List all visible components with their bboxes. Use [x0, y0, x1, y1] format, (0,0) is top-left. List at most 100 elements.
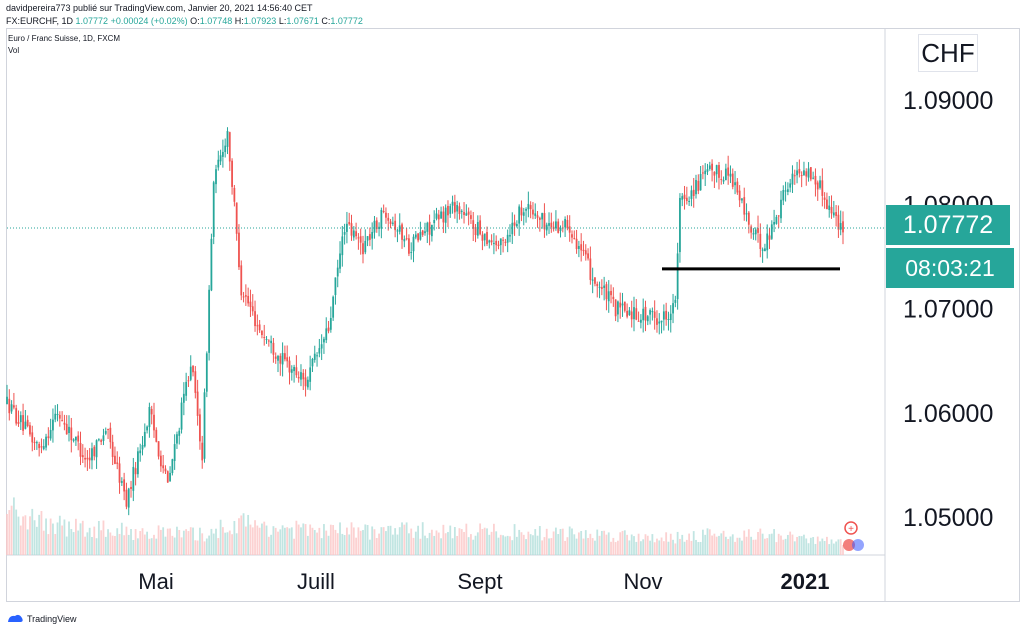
volume-bar — [580, 530, 583, 555]
volume-bar — [835, 541, 838, 555]
volume-bar — [311, 527, 314, 555]
candle-body — [408, 238, 410, 254]
volume-bar — [750, 536, 753, 555]
candle-body — [29, 425, 31, 435]
candle-body — [364, 240, 367, 253]
candle-body — [605, 284, 608, 300]
volume-bar — [107, 529, 109, 555]
volume-bar — [231, 534, 233, 555]
candle-body — [210, 238, 213, 291]
candle-body — [437, 214, 440, 220]
candle-body — [690, 190, 693, 199]
candle-body — [702, 172, 704, 174]
candle-body — [541, 213, 544, 220]
high-label: H: — [234, 16, 244, 26]
candle-body — [77, 435, 80, 442]
candle-body — [137, 451, 139, 475]
volume-bar — [465, 523, 468, 555]
volume-bar — [704, 534, 707, 555]
volume-bar — [118, 533, 121, 555]
candle-body — [532, 209, 534, 215]
candle-body — [736, 181, 739, 193]
candle-body — [201, 442, 204, 461]
volume-bar — [768, 534, 771, 555]
volume-bar — [49, 518, 52, 555]
candle-body — [359, 236, 362, 243]
candle-body — [610, 290, 612, 296]
candle-body — [430, 224, 433, 237]
volume-bar — [766, 538, 769, 555]
candle-body — [805, 171, 808, 177]
candle-body — [208, 289, 211, 353]
candle-body — [306, 379, 309, 388]
volume-bar — [346, 527, 348, 555]
candle-body — [479, 220, 482, 235]
candle-body — [589, 258, 592, 280]
time-axis[interactable]: Mai Juill Sept Nov 2021 — [138, 569, 829, 594]
volume-bars — [6, 497, 844, 555]
candle-body — [114, 455, 116, 464]
volume-bar — [688, 533, 691, 555]
volume-bar — [458, 528, 461, 555]
candle-body — [17, 421, 20, 424]
candle-body — [800, 174, 803, 177]
candle-body — [380, 209, 383, 229]
volume-bar — [176, 526, 178, 555]
tradingview-logo-icon[interactable] — [6, 612, 24, 626]
volume-bar — [669, 533, 672, 555]
volume-bar — [587, 537, 589, 555]
volume-bar — [741, 540, 743, 555]
candle-body — [329, 318, 332, 330]
candle-body — [623, 301, 626, 311]
volume-bar — [219, 519, 222, 555]
candle-body — [127, 488, 130, 508]
candle-body — [410, 252, 413, 254]
volume-bar — [534, 529, 537, 555]
candle-body — [465, 213, 468, 216]
candle-body — [143, 431, 146, 447]
candle-body — [786, 189, 789, 192]
candle-body — [614, 299, 617, 317]
volume-bar — [479, 523, 482, 555]
candle-body — [587, 253, 589, 259]
instrument-title: Euro / Franc Suisse, 1D, FXCM — [8, 34, 121, 43]
volume-bar — [600, 530, 603, 555]
volume-bar — [786, 534, 789, 555]
candle-body — [814, 175, 817, 185]
candle-body — [391, 222, 394, 224]
candle-body — [336, 267, 339, 277]
volume-bar — [509, 536, 511, 555]
events-icon[interactable]: + — [843, 521, 864, 551]
candle-body — [660, 320, 663, 323]
volume-bar — [738, 537, 741, 555]
candle-body — [467, 211, 470, 215]
volume-bar — [385, 531, 387, 555]
candle-body — [621, 303, 624, 306]
candle-body — [334, 277, 337, 295]
volume-bar — [488, 534, 491, 555]
volume-bar — [628, 540, 631, 555]
volume-bar — [697, 542, 700, 555]
candle-body — [394, 220, 397, 231]
time-tick-label: Mai — [138, 569, 173, 594]
brand-label[interactable]: TradingView — [27, 614, 77, 624]
volume-bar — [194, 540, 197, 555]
candle-body — [382, 210, 385, 212]
volume-bar — [284, 527, 286, 555]
candle-body — [100, 440, 103, 442]
volume-label: Vol — [8, 46, 20, 55]
volume-bar — [672, 539, 674, 555]
volume-bar — [293, 538, 295, 555]
volume-bar — [210, 528, 213, 555]
candle-body — [460, 210, 463, 212]
volume-bar — [288, 528, 291, 555]
candle-body — [155, 429, 158, 442]
volume-bar — [474, 535, 477, 555]
volume-bar — [451, 538, 454, 555]
candle-body — [646, 316, 649, 322]
high-value: 1.07923 — [243, 16, 277, 26]
volume-bar — [192, 527, 194, 555]
candle-body — [444, 207, 447, 223]
